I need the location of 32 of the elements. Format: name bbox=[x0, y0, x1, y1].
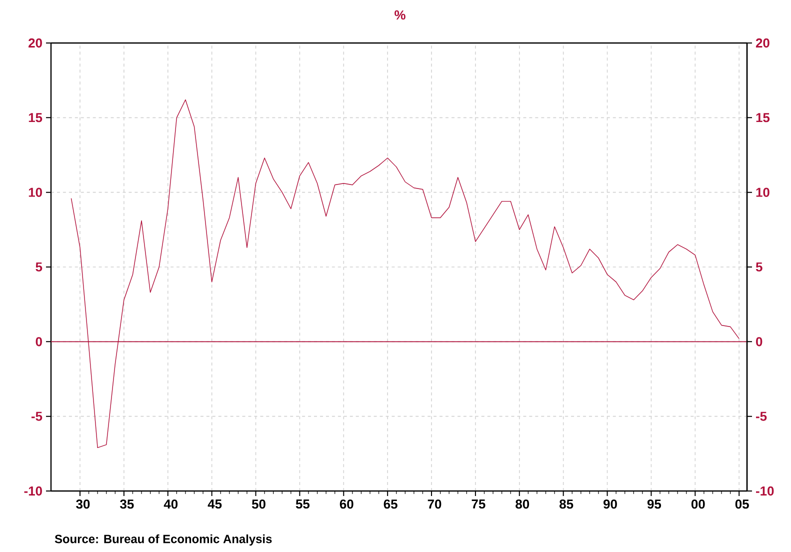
y-tick-label: 0 bbox=[36, 337, 42, 346]
x-tick-label: 40 bbox=[164, 500, 178, 509]
x-tick-label: 85 bbox=[560, 500, 574, 509]
y-tick-label: -5 bbox=[31, 412, 42, 421]
x-tick-label: 70 bbox=[428, 500, 442, 509]
y2-tick-label: 20 bbox=[756, 38, 770, 48]
y2-tick-label: 10 bbox=[756, 188, 770, 197]
x-tick-label: 50 bbox=[252, 500, 266, 509]
y2-tick-label: -5 bbox=[756, 412, 767, 421]
y2-tick-label: 0 bbox=[756, 337, 762, 346]
x-tick-label: 55 bbox=[296, 500, 310, 509]
y2-tick-label: 15 bbox=[756, 113, 770, 122]
y-tick-label: 10 bbox=[28, 188, 42, 197]
source-note: Source: Bureau of Economic Analysis bbox=[54, 534, 272, 546]
x-tick-label: 60 bbox=[340, 500, 354, 509]
x-tick-label: 35 bbox=[120, 500, 134, 509]
y2-tick-label: 5 bbox=[756, 262, 762, 272]
y2-tick-label: -10 bbox=[756, 486, 774, 496]
x-tick-label: 80 bbox=[516, 500, 530, 509]
x-tick-label: 90 bbox=[604, 500, 617, 509]
x-tick-label: 65 bbox=[384, 500, 398, 509]
x-tick-label: 05 bbox=[735, 500, 749, 509]
x-tick-label: 30 bbox=[76, 500, 90, 509]
x-tick-label: 00 bbox=[691, 500, 705, 509]
y-tick-label: 5 bbox=[36, 262, 42, 272]
y-tick-label: 20 bbox=[28, 38, 42, 48]
chart-title: % bbox=[394, 10, 406, 20]
y-tick-label: 15 bbox=[28, 113, 42, 122]
x-tick-label: 45 bbox=[208, 500, 222, 509]
y-tick-label: -10 bbox=[24, 486, 42, 496]
x-tick-label: 75 bbox=[472, 500, 486, 509]
x-tick-label: 95 bbox=[647, 500, 662, 509]
